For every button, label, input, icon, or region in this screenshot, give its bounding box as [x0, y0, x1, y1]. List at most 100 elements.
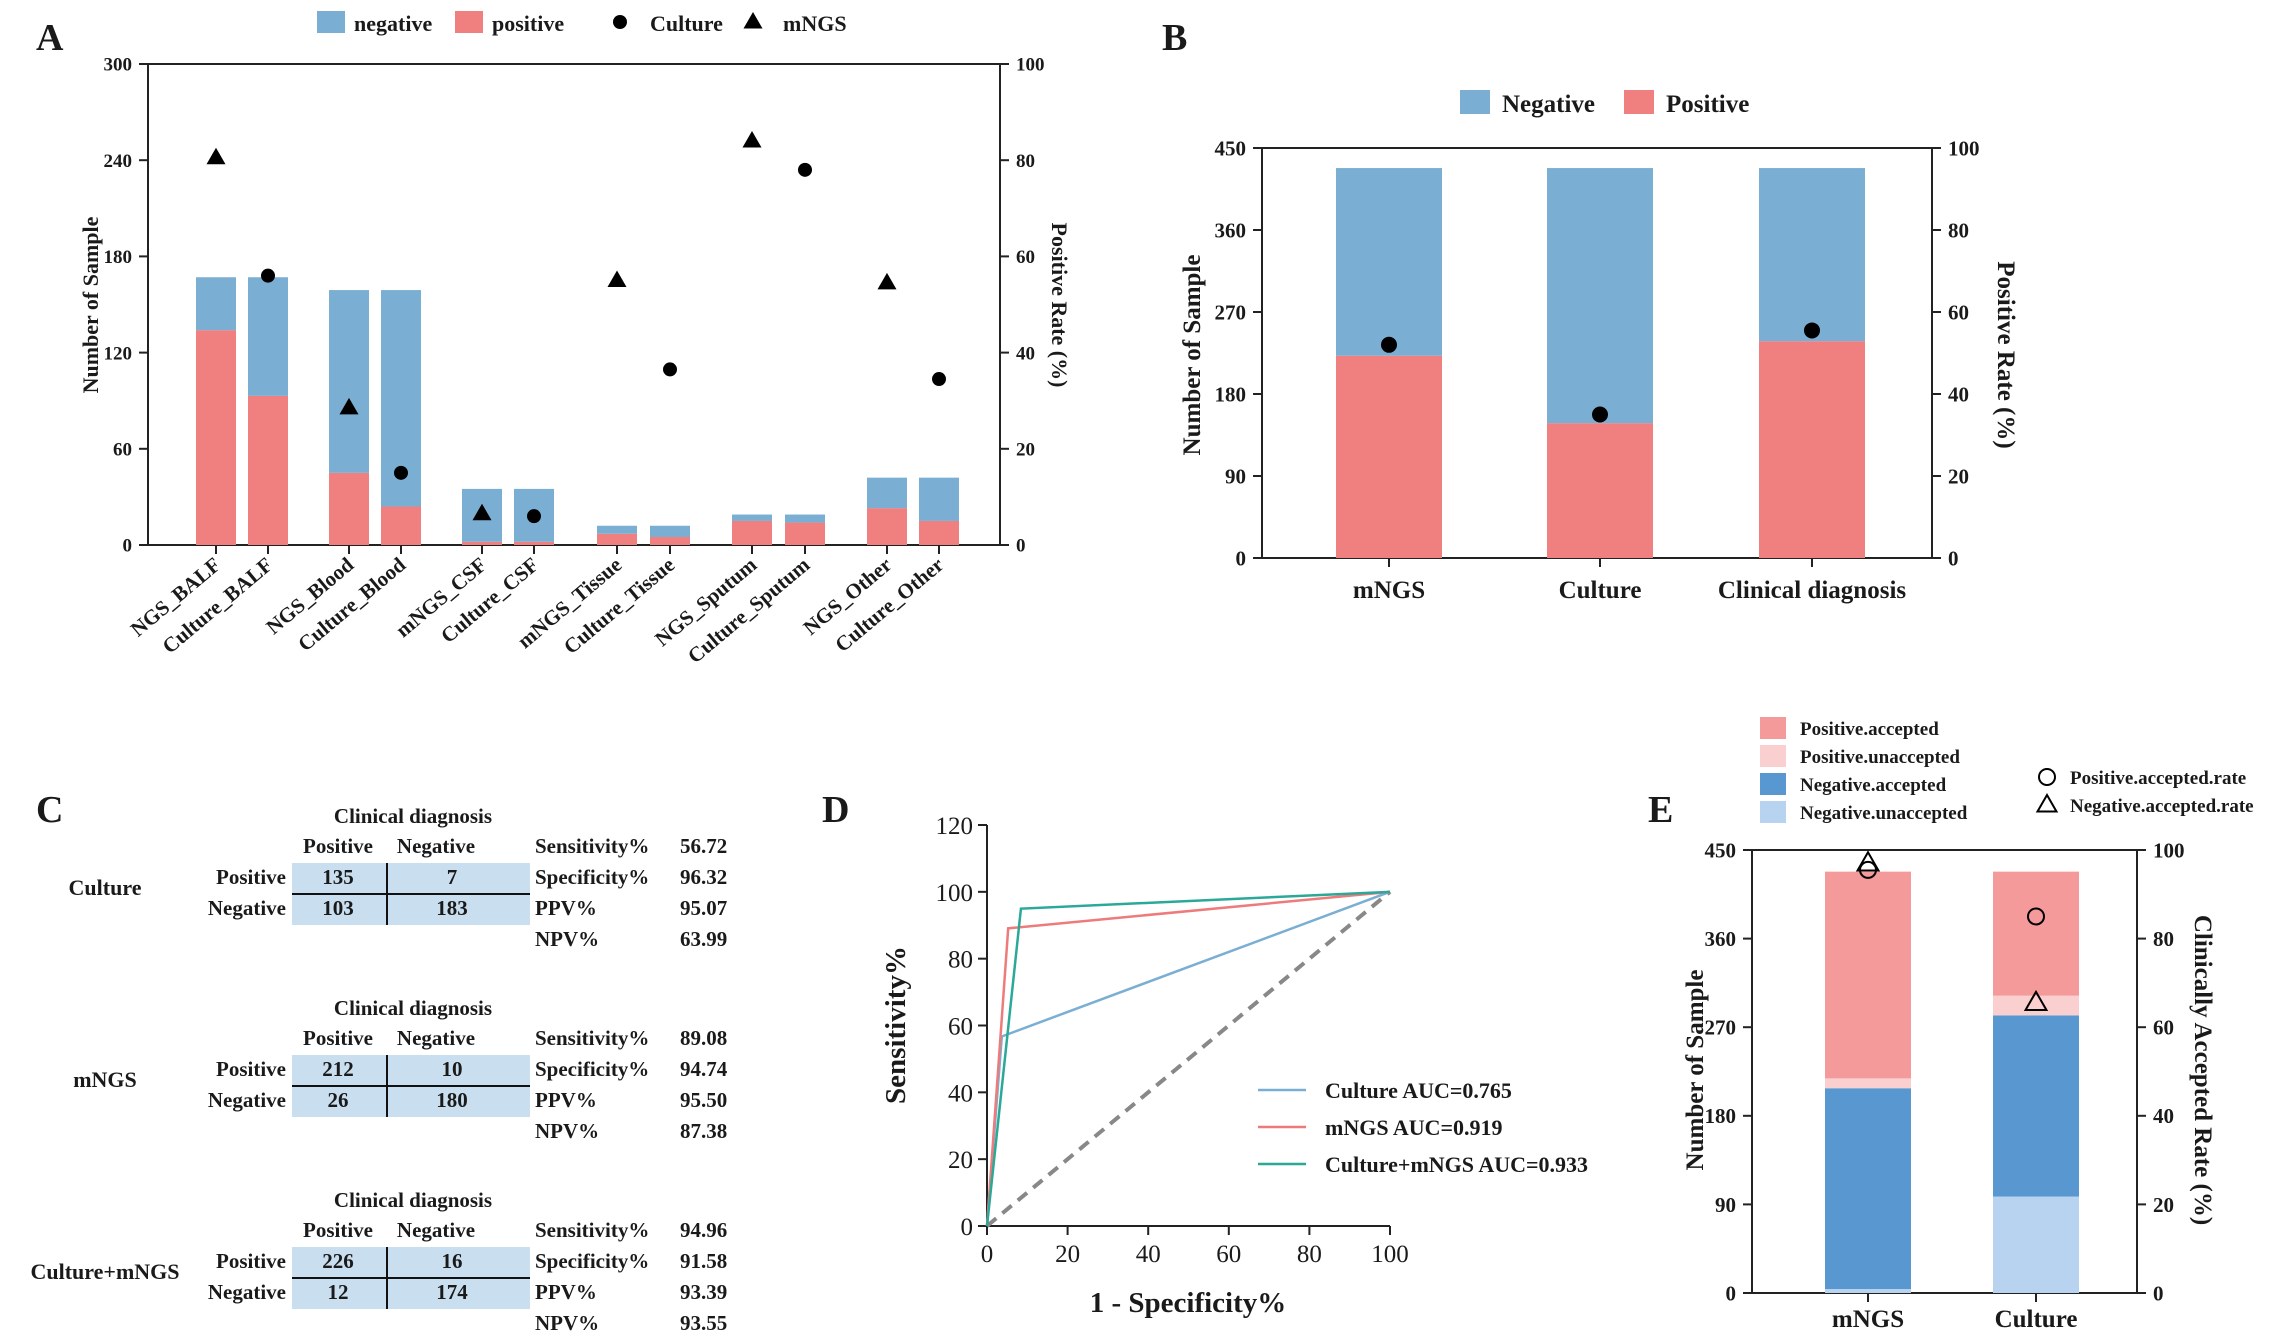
y2-tick-label: 80 — [1948, 218, 1969, 242]
column-label: Negative — [397, 1026, 475, 1050]
bar-positive — [1547, 423, 1653, 558]
y-tick-label: 120 — [936, 813, 974, 840]
column-label: Positive — [303, 834, 373, 858]
x-tick-label: Culture — [1559, 577, 1642, 604]
y2-tick-label: 100 — [1948, 136, 1980, 160]
y-axis-title: Sensitivity% — [880, 946, 912, 1104]
y-tick-label: 80 — [948, 947, 973, 974]
metric-value: 94.74 — [680, 1057, 728, 1081]
legend-label: Culture+mNGS AUC=0.933 — [1325, 1152, 1588, 1177]
bar-negative — [1547, 168, 1653, 424]
y-tick-label: 0 — [1236, 546, 1247, 570]
y-tick-label: 180 — [1705, 1104, 1737, 1128]
y-axis-title: Number of Sample — [78, 216, 103, 393]
y2-tick-label: 20 — [2153, 1193, 2174, 1217]
bar-negative — [785, 514, 825, 523]
bar-positive — [867, 508, 907, 545]
y2-tick-label: 0 — [1016, 536, 1026, 557]
metric-name: Specificity% — [535, 1057, 649, 1081]
legend-label: Negative.unaccepted — [1800, 803, 1968, 824]
y-tick-label: 90 — [1715, 1193, 1736, 1217]
y2-tick-label: 60 — [1948, 300, 1969, 324]
legend-swatch — [1760, 801, 1786, 823]
roc-curve-combined — [985, 890, 1391, 1227]
bar-negative — [248, 277, 288, 396]
legend-swatch — [1760, 745, 1786, 767]
method-label: Culture+mNGS — [30, 1259, 179, 1284]
row-label: Negative — [208, 896, 286, 920]
legend-label: Negative.accepted — [1800, 775, 1947, 796]
legend-label: positive — [492, 11, 564, 36]
rate-point-positive — [1804, 322, 1820, 339]
row-label: Positive — [216, 865, 286, 889]
x-tick-label: 80 — [1297, 1241, 1322, 1268]
bar-positive-accepted — [1993, 871, 2079, 996]
rate-point-positive-accepted — [2027, 907, 2045, 926]
y2-tick-label: 40 — [2153, 1104, 2174, 1128]
rate-point-negative-accepted — [1855, 850, 1881, 872]
rate-point-culture — [394, 465, 408, 480]
y2-tick-label: 40 — [1016, 343, 1035, 364]
bar-negative — [329, 290, 369, 473]
legend-swatch-positive — [455, 11, 483, 33]
y-tick-label: 270 — [1215, 300, 1247, 324]
y-tick-label: 120 — [104, 343, 133, 364]
bar-positive-unaccepted — [1825, 1078, 1911, 1089]
column-label: Positive — [303, 1026, 373, 1050]
legend-label: Negative.accepted.rate — [2070, 796, 2254, 817]
legend-label: Positive.unaccepted — [1800, 747, 1960, 768]
y2-tick-label: 100 — [1016, 55, 1045, 76]
table-cell: 135 — [322, 865, 354, 889]
panel-label-b: B — [1162, 17, 1187, 59]
metric-name: Specificity% — [535, 1249, 649, 1273]
table-cell: 226 — [322, 1249, 354, 1273]
metric-name: NPV% — [535, 1311, 599, 1335]
legend-label: Culture — [650, 11, 723, 36]
y-tick-label: 0 — [1726, 1281, 1737, 1305]
y2-axis-title: Positive Rate (%) — [1047, 223, 1072, 388]
legend-label: Negative — [1502, 91, 1595, 118]
y-tick-label: 180 — [1215, 382, 1247, 406]
rate-point-culture — [663, 362, 677, 377]
y2-tick-label: 80 — [2153, 927, 2174, 951]
y-tick-label: 0 — [961, 1214, 974, 1241]
legend-marker-mngs — [743, 12, 763, 29]
y-tick-label: 180 — [104, 247, 133, 268]
rate-point-mngs — [742, 130, 762, 148]
bar-positive — [785, 522, 825, 545]
metric-name: Specificity% — [535, 865, 649, 889]
bar-positive — [196, 330, 236, 545]
column-label: Positive — [303, 1218, 373, 1242]
legend-swatch — [1760, 717, 1786, 739]
column-label: Negative — [397, 1218, 475, 1242]
bar-positive-accepted — [1825, 871, 1911, 1079]
metric-value: 96.32 — [680, 865, 727, 889]
y2-axis-title: Clinically Accepted Rate (%) — [2189, 915, 2216, 1225]
x-tick-label: 100 — [1371, 1241, 1409, 1268]
legend-swatch — [1760, 773, 1786, 795]
row-label: Positive — [216, 1057, 286, 1081]
x-tick-label: 0 — [981, 1241, 994, 1268]
table-cell: 103 — [322, 896, 354, 920]
legend-label: Positive — [1666, 91, 1749, 118]
metric-name: PPV% — [535, 1280, 597, 1304]
table-cell: 183 — [436, 896, 468, 920]
bar-negative — [1759, 168, 1865, 342]
table-header: Clinical diagnosis — [334, 804, 492, 828]
metric-name: PPV% — [535, 896, 597, 920]
bar-positive — [514, 541, 554, 545]
metric-value: 95.07 — [680, 896, 727, 920]
y-tick-label: 360 — [1705, 927, 1737, 951]
y2-tick-label: 0 — [1948, 546, 1959, 570]
table-cell: 16 — [442, 1249, 463, 1273]
y2-tick-label: 20 — [1948, 464, 1969, 488]
metric-value: 63.99 — [680, 927, 727, 951]
legend-label: Positive.accepted.rate — [2070, 768, 2246, 789]
method-label: mNGS — [73, 1067, 137, 1092]
bar-negative-unaccepted — [1993, 1196, 2079, 1293]
row-label: Positive — [216, 1249, 286, 1273]
bar-positive-unaccepted — [1993, 995, 2079, 1016]
bar-negative — [1336, 168, 1442, 356]
bar-positive — [1759, 341, 1865, 558]
